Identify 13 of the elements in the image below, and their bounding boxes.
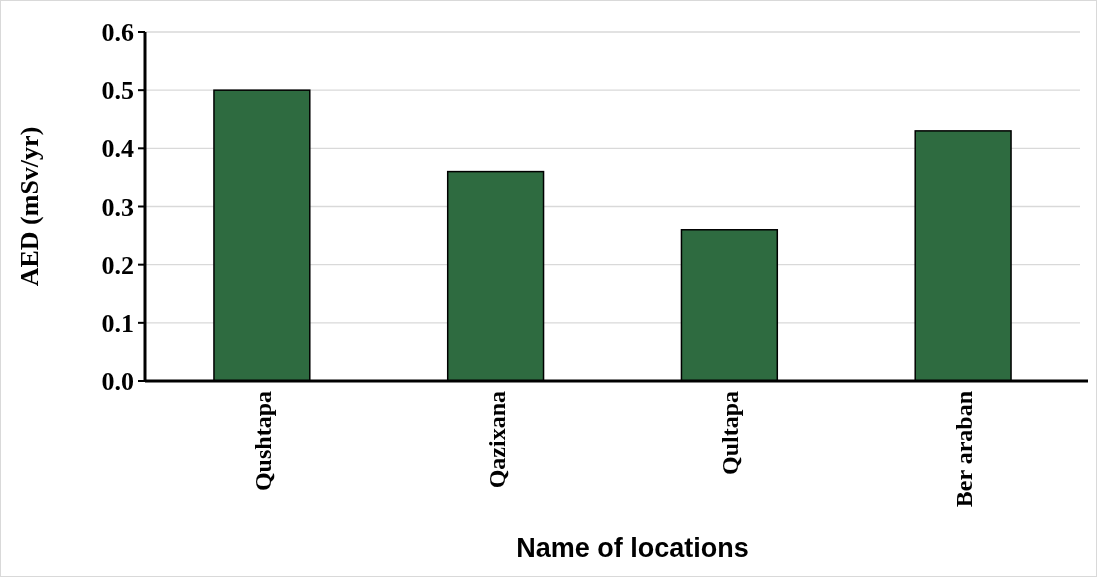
- x-tick-label: Qazixana: [483, 391, 510, 489]
- y-axis-title: AED (mSv/yr): [15, 126, 44, 287]
- y-tick-label: 0.6: [101, 18, 134, 48]
- y-tick-label: 0.3: [101, 192, 134, 222]
- y-tick-label: 0.2: [101, 250, 134, 280]
- y-tick-label: 0.4: [101, 134, 134, 164]
- y-tick-label: 0.1: [101, 308, 134, 338]
- x-tick-label: Qushtapa: [249, 391, 276, 492]
- x-axis-title: Name of locations: [516, 533, 749, 563]
- x-tick-label: Qultapa: [717, 391, 744, 476]
- y-tick-label: 0.0: [101, 367, 134, 397]
- x-tick-label: Ber araban: [951, 391, 978, 508]
- y-tick-label: 0.5: [101, 76, 134, 106]
